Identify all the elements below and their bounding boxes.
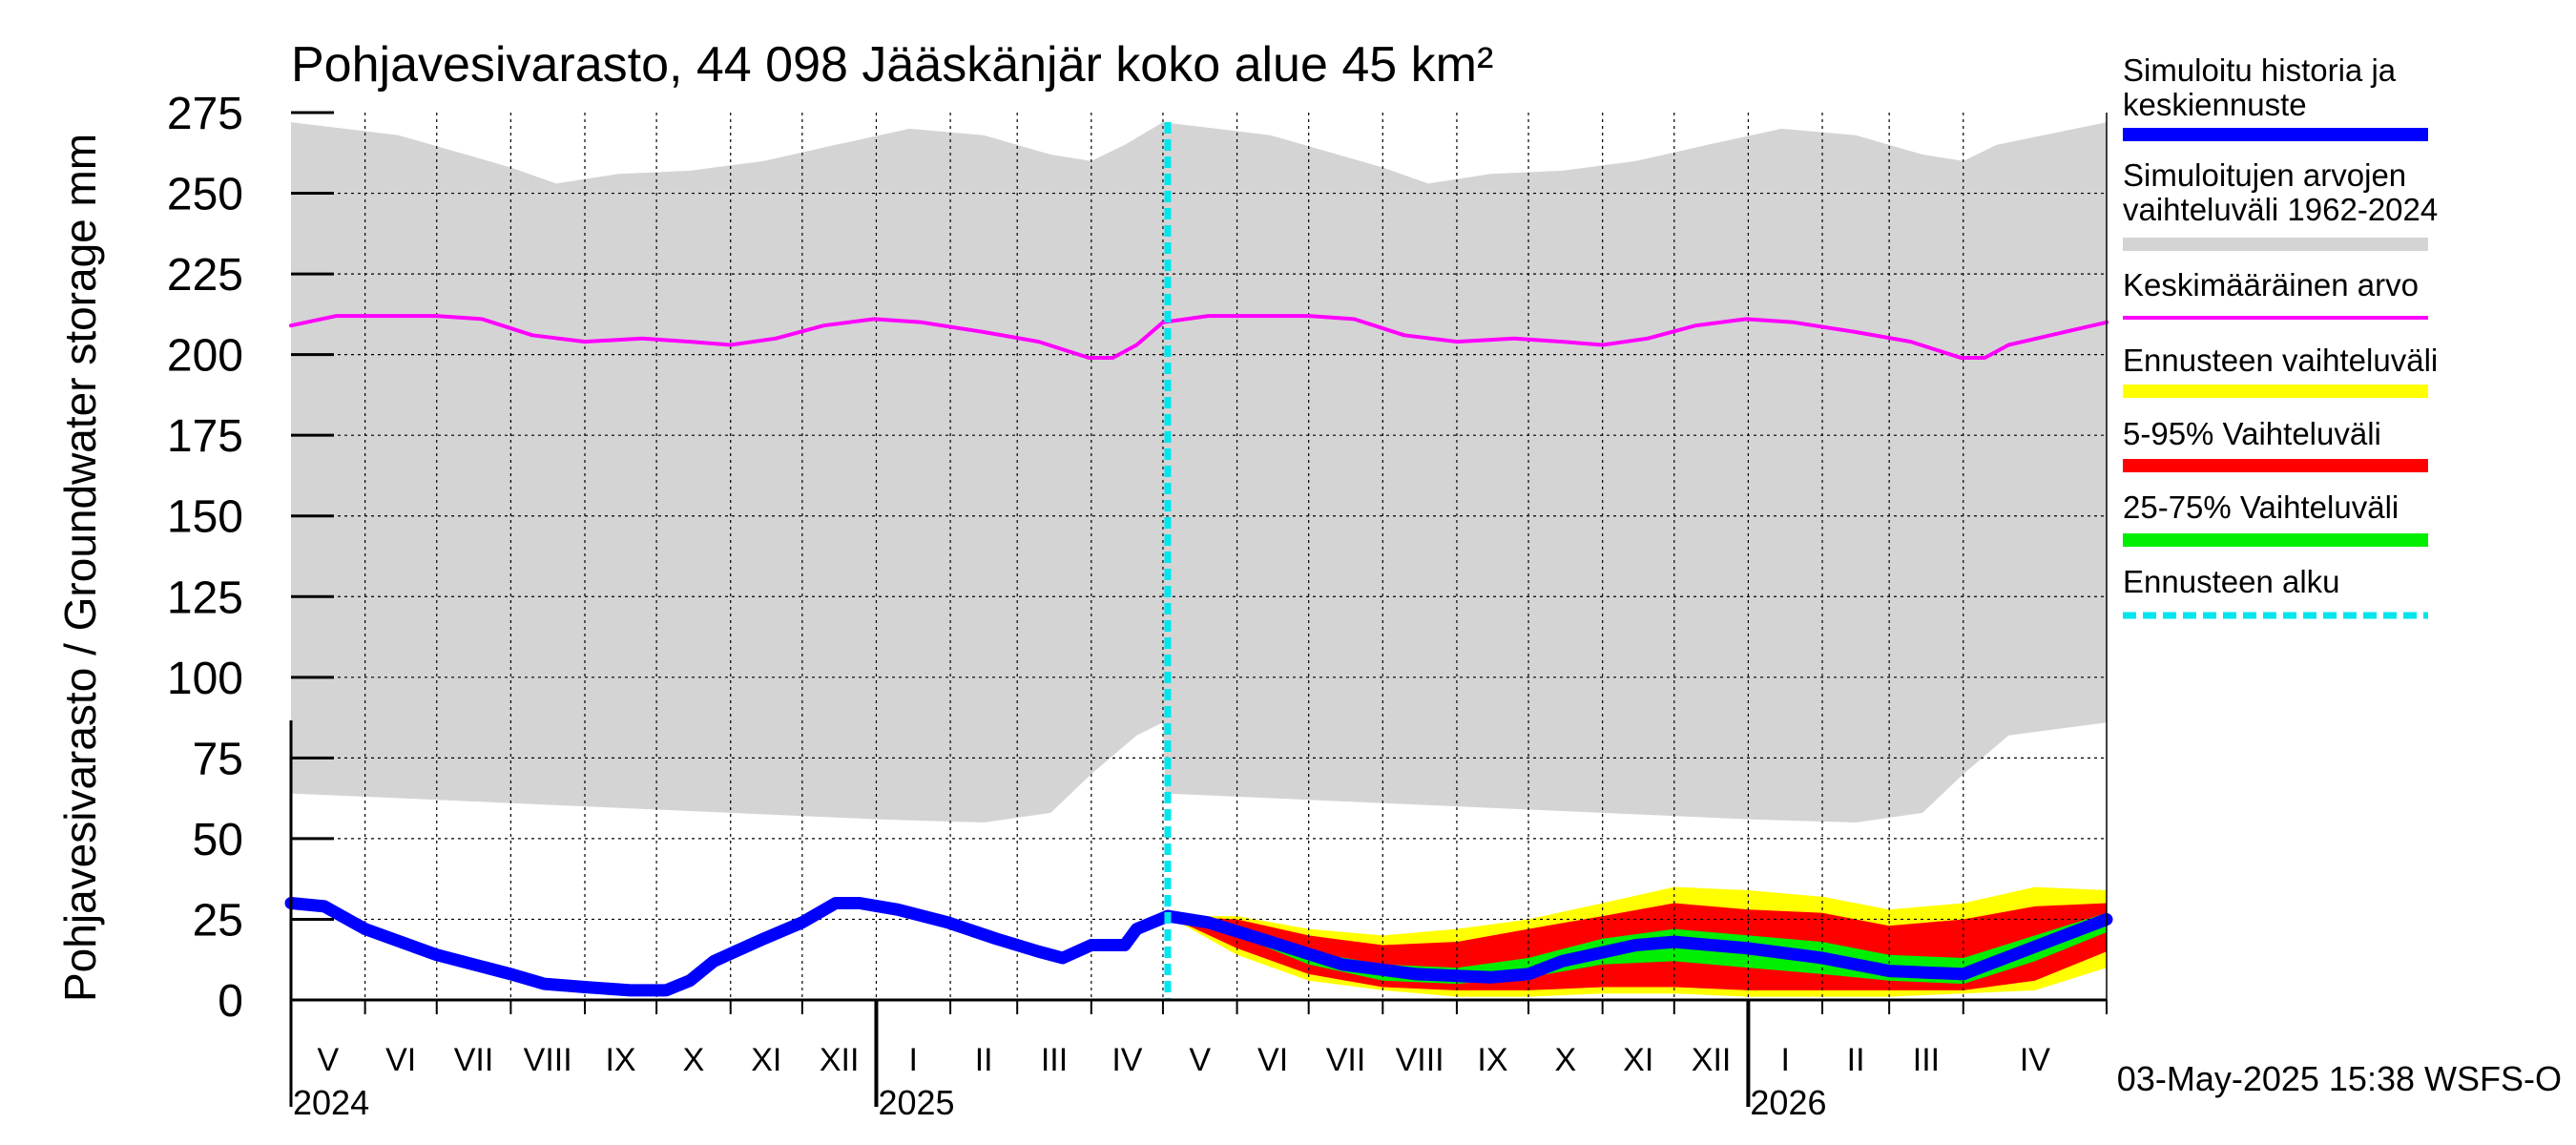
month-label: VII — [1326, 1042, 1366, 1078]
month-label: XII — [1692, 1042, 1732, 1078]
month-label: III — [1041, 1042, 1068, 1078]
legend-label: Simuloitujen arvojen vaihteluväli 1962-20… — [2123, 157, 2438, 227]
legend-label: Simuloitu historia ja keskiennuste — [2123, 52, 2397, 122]
y-tick-label: 125 — [167, 572, 243, 623]
y-tick-label: 0 — [218, 976, 243, 1027]
month-label: V — [317, 1042, 339, 1078]
historical-range-band — [291, 122, 2107, 823]
month-label: II — [975, 1042, 993, 1078]
month-label: IV — [1111, 1042, 1142, 1078]
month-label: IX — [605, 1042, 635, 1078]
legend: Simuloitu historia ja keskiennuste Simuloi… — [2123, 52, 2438, 619]
y-tick-label: 150 — [167, 492, 243, 543]
y-axis-label: Pohjavesivarasto / Groundwater storage m… — [55, 134, 105, 1002]
month-label: IV — [2020, 1042, 2050, 1078]
legend-label: 5-95% Vaihteluväli — [2123, 416, 2381, 451]
month-label: I — [1780, 1042, 1789, 1078]
month-label: XII — [820, 1042, 860, 1078]
month-label: III — [1913, 1042, 1940, 1078]
chart-title: Pohjavesivarasto, 44 098 Jääskänjär koko… — [291, 37, 1493, 93]
month-label: VI — [1257, 1042, 1288, 1078]
footer-timestamp: 03-May-2025 15:38 WSFS-O — [2117, 1059, 2562, 1098]
y-tick-label: 225 — [167, 250, 243, 301]
y-tick-label: 275 — [167, 89, 243, 139]
legend-label: Ennusteen alku — [2123, 564, 2340, 599]
month-label: X — [683, 1042, 705, 1078]
legend-label: Ennusteen vaihteluväli — [2123, 343, 2438, 378]
legend-label: Keskimääräinen arvo — [2123, 267, 2419, 302]
y-tick-label: 100 — [167, 654, 243, 704]
legend-label: 25-75% Vaihteluväli — [2123, 489, 2399, 525]
month-label: X — [1555, 1042, 1577, 1078]
y-tick-label: 200 — [167, 331, 243, 382]
month-label: XI — [1623, 1042, 1653, 1078]
month-label: II — [1847, 1042, 1865, 1078]
y-tick-label: 50 — [193, 815, 243, 865]
month-label: VI — [385, 1042, 416, 1078]
month-label: XI — [751, 1042, 781, 1078]
month-label: VIII — [524, 1042, 572, 1078]
forecast-median-line — [1161, 909, 2113, 984]
y-tick-label: 25 — [193, 895, 243, 946]
month-label: V — [1189, 1042, 1211, 1078]
month-label: I — [909, 1042, 918, 1078]
y-tick-label: 175 — [167, 411, 243, 462]
y-tick-label: 75 — [193, 734, 243, 784]
month-label: IX — [1477, 1042, 1507, 1078]
year-label: 2025 — [878, 1083, 954, 1122]
year-label: 2024 — [293, 1083, 369, 1122]
y-tick-label: 250 — [167, 170, 243, 220]
history-line — [284, 897, 1174, 997]
year-label: 2026 — [1750, 1083, 1826, 1122]
month-label: VII — [454, 1042, 494, 1078]
month-label: VIII — [1396, 1042, 1444, 1078]
mean-line — [289, 314, 2109, 360]
